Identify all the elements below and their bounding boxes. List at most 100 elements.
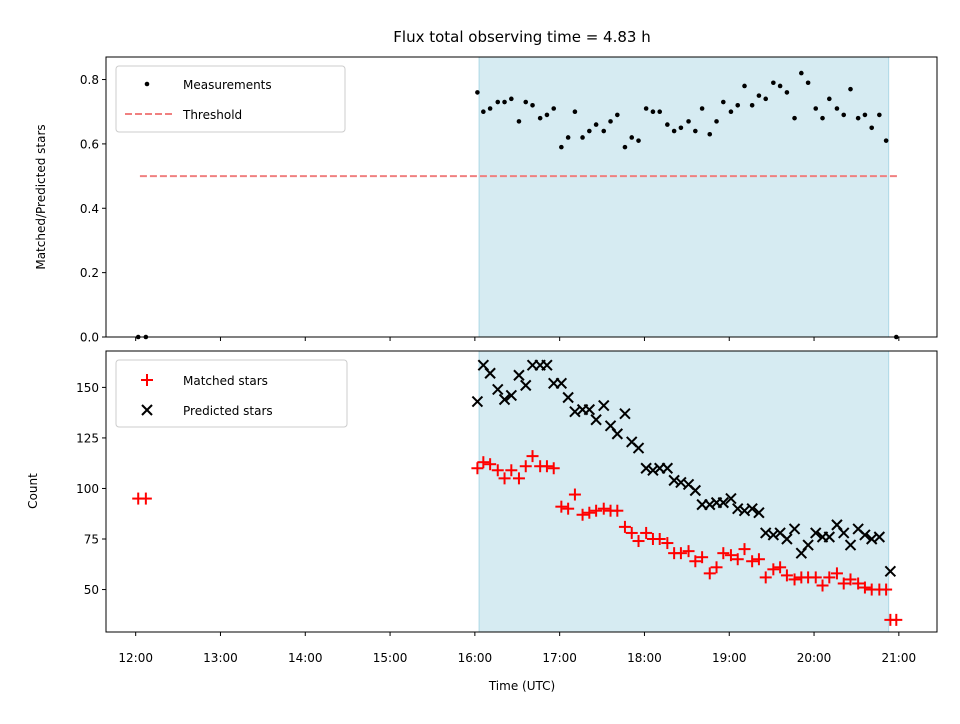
- x-tick-label: 16:00: [458, 651, 493, 665]
- top-legend: Measurements Threshold: [115, 65, 346, 133]
- predicted-star-point: [583, 403, 596, 416]
- matched-star-point: [724, 549, 737, 562]
- y-tick-label: 0.6: [80, 137, 99, 151]
- y-tick-label: 75: [84, 533, 99, 547]
- measurement-point: [763, 96, 769, 102]
- predicted-star-point: [562, 391, 574, 404]
- y-tick-label: 150: [76, 381, 99, 395]
- measurement-point: [877, 112, 882, 118]
- x-tick-label: 18:00: [627, 651, 662, 665]
- measurement-point: [487, 106, 493, 111]
- matched-star-point: [696, 551, 709, 564]
- measurement-point: [615, 112, 620, 118]
- measurement-point: [855, 115, 861, 121]
- matched-star-point: [703, 567, 716, 580]
- measurement-point: [650, 109, 656, 115]
- matched-star-point: [505, 464, 518, 477]
- bottom-observing-window: [478, 350, 890, 633]
- measurement-point: [636, 138, 641, 143]
- matched-star-point: [498, 472, 511, 485]
- x-tick-label: 19:00: [712, 651, 747, 665]
- predicted-star-point: [732, 502, 744, 515]
- matched-star-point: [752, 553, 765, 566]
- measurement-point: [728, 109, 734, 115]
- matched-star-point: [880, 583, 893, 596]
- measurement-point: [813, 106, 819, 111]
- predicted-star-point: [859, 529, 871, 541]
- measurement-point: [862, 112, 868, 118]
- matched-star-point: [809, 571, 822, 584]
- matched-star-point: [844, 573, 857, 586]
- matched-star-point: [816, 579, 829, 592]
- predicted-star-point: [844, 539, 857, 551]
- measurement-point: [883, 138, 889, 143]
- matched-star-point: [640, 526, 653, 539]
- matched-star-point: [852, 577, 865, 590]
- observing-window-span: [478, 350, 890, 633]
- matched-star-point: [547, 462, 560, 475]
- measurement-point: [593, 122, 599, 127]
- measurement-point: [707, 131, 713, 137]
- predicted-star-point: [781, 533, 793, 545]
- predicted-star-point: [619, 407, 631, 420]
- top-observing-window: [478, 56, 890, 338]
- predicted-star-point: [838, 527, 850, 539]
- matched-star-point: [774, 561, 787, 574]
- predicted-star-point: [753, 507, 765, 519]
- predicted-star-point: [725, 492, 737, 505]
- measurement-point: [834, 106, 840, 111]
- predicted-star-point: [520, 379, 532, 392]
- matched-star-point: [717, 547, 730, 560]
- y-tick-label: 100: [76, 482, 99, 496]
- top-y-axis: 0.0 0.2 0.4 0.6 0.8: [80, 73, 106, 345]
- predicted-star-point: [632, 442, 645, 454]
- measurement-point: [827, 96, 832, 102]
- predicted-star-point: [498, 393, 511, 406]
- measurement-point: [869, 125, 875, 131]
- legend-measurements-marker: [144, 81, 150, 87]
- measurement-point: [622, 144, 628, 150]
- matched-star-point: [590, 504, 603, 517]
- measurement-point: [587, 128, 592, 134]
- matched-star-point: [788, 573, 801, 586]
- measurement-point: [580, 135, 585, 140]
- measurement-point: [523, 99, 529, 105]
- measurement-point: [735, 102, 741, 108]
- x-tick-label: 17:00: [542, 651, 577, 665]
- predicted-star-point: [661, 462, 674, 474]
- matched-star-point: [830, 567, 843, 580]
- legend-matched-marker: [141, 374, 153, 386]
- measurement-point: [749, 102, 755, 108]
- measurement-point: [777, 83, 783, 89]
- predicted-star-point: [668, 474, 680, 487]
- matched-star-point: [139, 492, 152, 505]
- measurement-point: [714, 119, 719, 124]
- measurement-point: [516, 119, 522, 124]
- measurement-point: [608, 119, 613, 124]
- matched-star-point: [562, 502, 575, 515]
- y-tick-label: 50: [84, 583, 99, 597]
- predicted-star-point: [717, 496, 730, 509]
- top-x-axis: [135, 337, 900, 341]
- measurement-point: [481, 109, 486, 115]
- matched-star-point: [823, 571, 836, 584]
- matched-star-point: [540, 460, 553, 473]
- matched-star-point: [674, 547, 687, 560]
- predicted-star-point: [704, 498, 716, 511]
- matched-star-point: [890, 613, 903, 626]
- x-tick-label: 12:00: [118, 651, 153, 665]
- matched-star-point: [568, 488, 581, 501]
- matched-star-point: [597, 502, 610, 515]
- predicted-star-point: [689, 484, 702, 497]
- predicted-star-point: [611, 428, 624, 440]
- measurement-point: [848, 86, 853, 92]
- measurement-point: [799, 70, 804, 76]
- measurement-point: [551, 106, 557, 111]
- x-tick-label: 14:00: [288, 651, 323, 665]
- measurement-point: [820, 115, 825, 121]
- predicted-star-point: [555, 377, 568, 390]
- matched-star-point: [484, 458, 497, 471]
- matched-star-point: [682, 545, 695, 558]
- legend-predicted-marker: [141, 404, 153, 416]
